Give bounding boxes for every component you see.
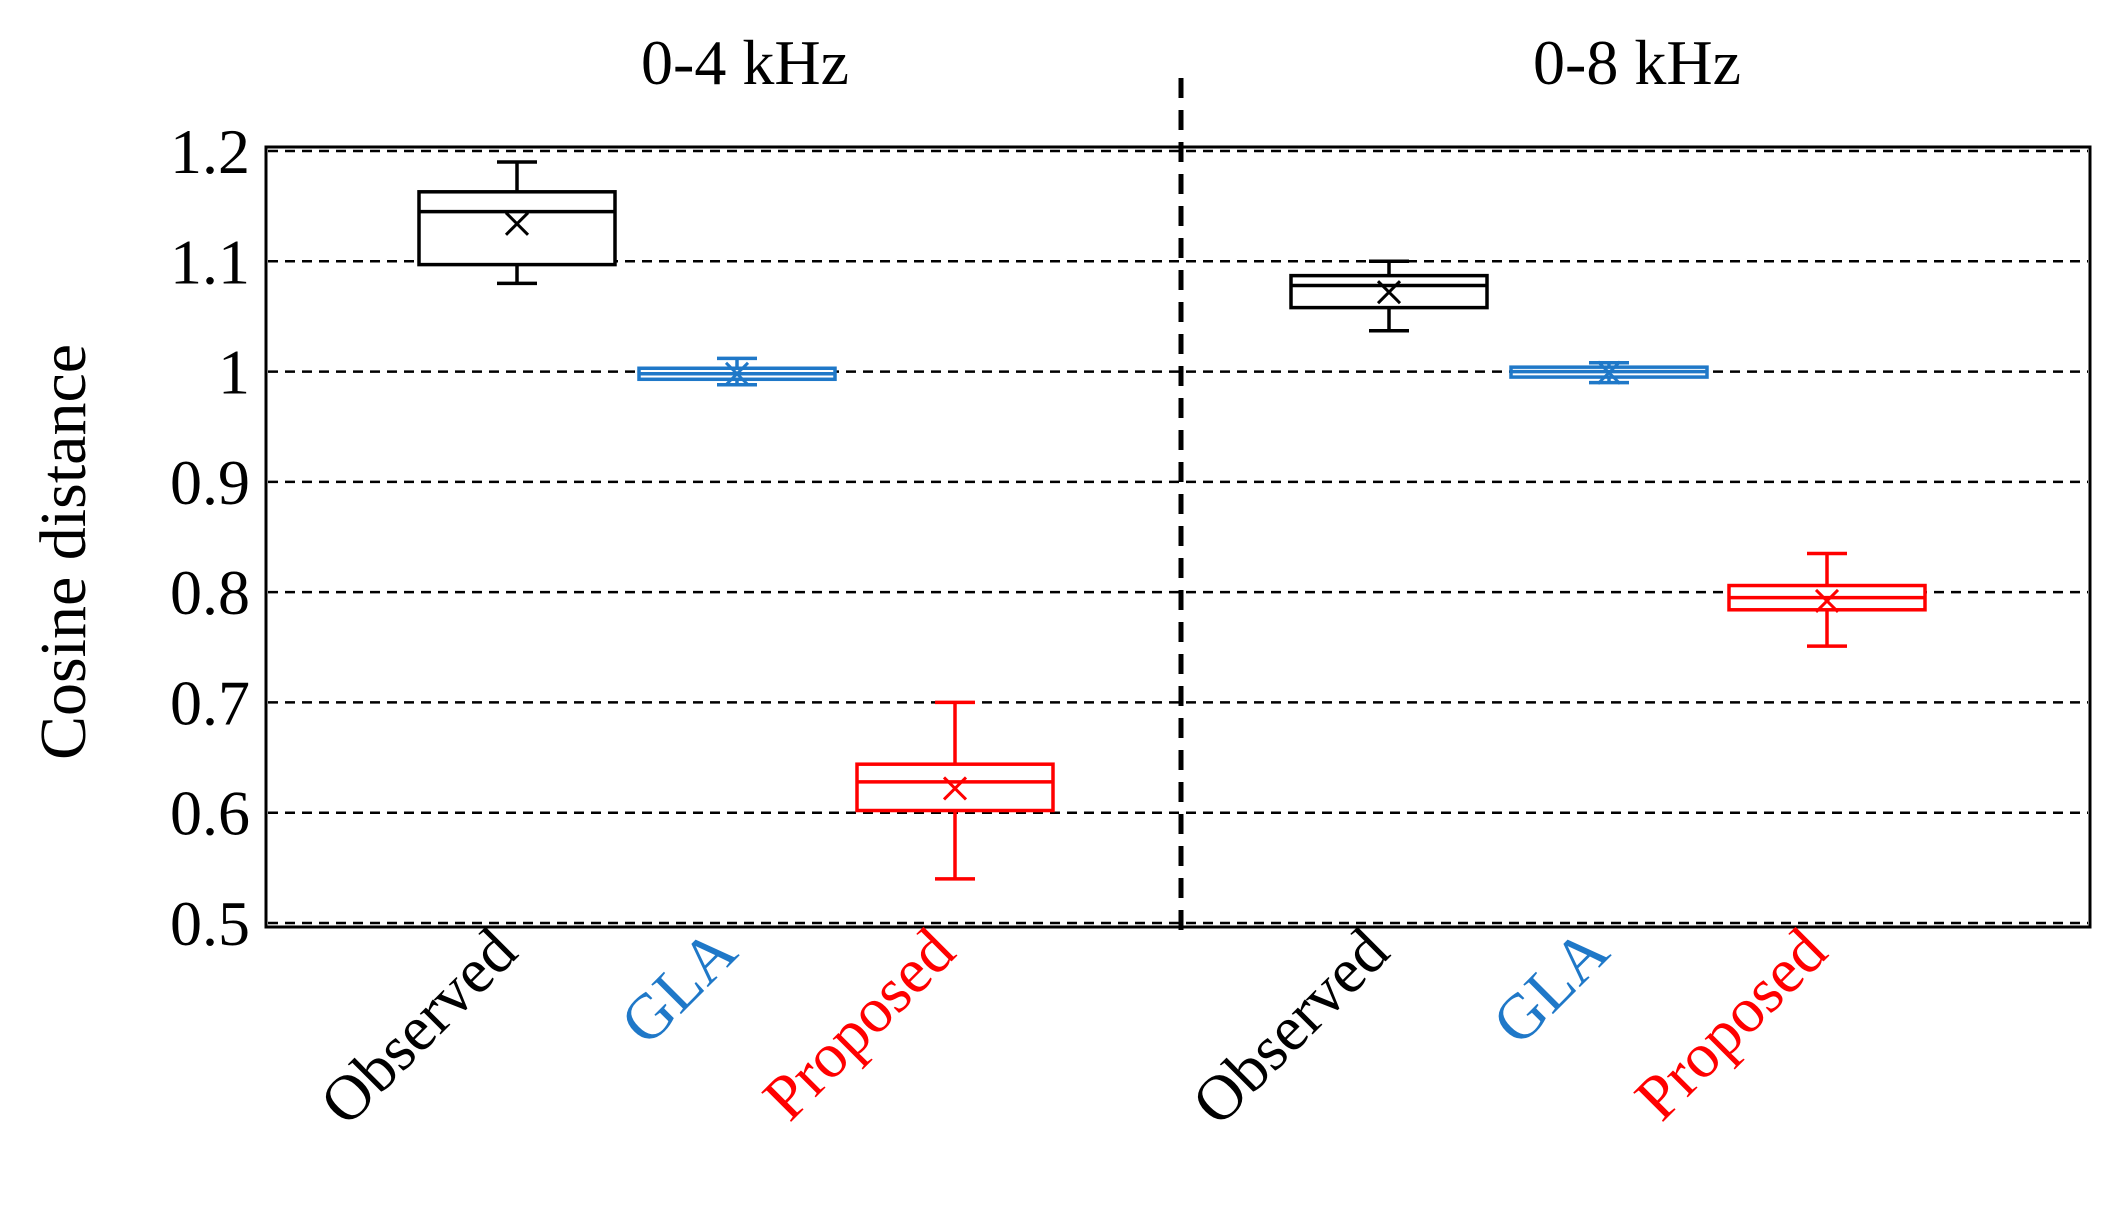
box-gla bbox=[1509, 360, 1709, 385]
mean-marker bbox=[504, 211, 530, 236]
box-proposed bbox=[855, 700, 1055, 881]
category-label-proposed: Proposed bbox=[1621, 915, 1840, 1134]
y-tick-label: 1 bbox=[218, 337, 250, 408]
y-axis-ticks: 0.5 0.6 0.7 0.8 0.9 1 1.1 1.2 bbox=[170, 116, 250, 959]
y-tick-label: 0.8 bbox=[170, 557, 250, 628]
y-tick-label: 0.6 bbox=[170, 778, 250, 849]
y-tick-label: 0.9 bbox=[170, 447, 250, 518]
grid-lines bbox=[268, 149, 2088, 925]
category-label-proposed: Proposed bbox=[749, 915, 968, 1134]
category-label-observed: Observed bbox=[306, 915, 530, 1139]
mean-marker bbox=[724, 361, 750, 386]
mean-marker bbox=[942, 776, 968, 801]
y-tick-label: 0.7 bbox=[170, 667, 250, 738]
y-tick-label: 0.5 bbox=[170, 888, 250, 959]
group-title: 0-4 kHz bbox=[641, 27, 849, 98]
mean-marker bbox=[1814, 588, 1840, 614]
group-title: 0-8 kHz bbox=[1533, 27, 1741, 98]
mean-marker bbox=[1376, 280, 1402, 305]
y-axis-label: Cosine distance bbox=[27, 344, 100, 760]
category-labels: Observed GLA Proposed Observed GLA Proposed bbox=[306, 915, 1840, 1139]
category-label-gla: GLA bbox=[607, 915, 750, 1058]
category-label-gla: GLA bbox=[1479, 915, 1622, 1058]
box-observed bbox=[417, 160, 617, 286]
box-gla bbox=[637, 356, 837, 387]
y-tick-label: 1.2 bbox=[170, 116, 250, 187]
y-tick-label: 1.1 bbox=[170, 226, 250, 297]
box-proposed bbox=[1727, 551, 1927, 648]
box-observed bbox=[1289, 259, 1489, 333]
box-body bbox=[417, 190, 617, 267]
plot-area-frame bbox=[264, 145, 2092, 929]
boxes bbox=[417, 160, 1927, 881]
group-titles: 0-4 kHz 0-8 kHz bbox=[641, 27, 1741, 98]
mean-marker bbox=[1596, 360, 1622, 385]
category-label-observed: Observed bbox=[1178, 915, 1402, 1139]
